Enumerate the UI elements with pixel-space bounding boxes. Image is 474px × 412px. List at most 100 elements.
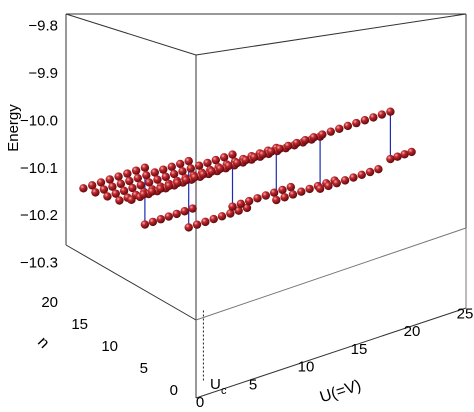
data-point — [286, 182, 295, 192]
data-point — [103, 192, 112, 201]
data-point — [169, 169, 179, 179]
data-point — [275, 144, 284, 153]
data-point — [128, 183, 137, 193]
data-point — [309, 133, 318, 142]
data-point — [234, 206, 243, 215]
data-point — [232, 158, 242, 168]
data-point — [115, 196, 124, 205]
data-point — [99, 185, 109, 194]
data-point — [335, 124, 344, 134]
data-point — [153, 175, 162, 184]
data-point — [173, 178, 182, 188]
data-point — [349, 173, 358, 182]
x-tick-label: 25 — [457, 305, 474, 322]
data-point — [280, 193, 289, 202]
data-point — [249, 153, 259, 162]
data-point — [369, 113, 378, 122]
data-point — [219, 153, 229, 162]
data-point — [365, 167, 375, 177]
data-point — [176, 159, 185, 169]
data-point — [226, 209, 235, 218]
axis-ticks: 0 5 10 15 20 25 0 5 10 15 20 −9.8 −9.9 −10.0 −10.1 −10.… — [20, 18, 473, 411]
data-point — [144, 178, 154, 187]
x-axis-label: U(=V) — [318, 377, 363, 406]
data-point — [228, 150, 237, 159]
data-point — [147, 187, 157, 196]
data-point — [360, 116, 370, 125]
x-tick-label: 0 — [196, 394, 204, 411]
data-point — [326, 127, 335, 136]
data-point — [352, 118, 361, 128]
data-point — [377, 110, 387, 119]
data-point — [340, 176, 350, 185]
data-point — [142, 171, 151, 180]
plot-box — [65, 13, 467, 399]
uc-sub: c — [221, 385, 227, 397]
data-point — [292, 138, 301, 148]
data-point — [211, 155, 221, 165]
y-tick-label: 10 — [101, 338, 118, 355]
x-tick-label: 10 — [298, 359, 315, 376]
data-point — [374, 165, 383, 174]
data-point — [105, 175, 114, 184]
data-point — [284, 141, 293, 151]
data-point — [123, 169, 132, 178]
data-point — [228, 202, 237, 211]
data-point — [272, 195, 281, 205]
data-point — [161, 172, 170, 182]
data-point — [253, 194, 262, 203]
data-point — [181, 175, 191, 185]
data-point — [301, 136, 310, 145]
data-point — [209, 214, 218, 224]
data-point — [357, 170, 366, 179]
data-point — [297, 187, 306, 196]
data-point — [203, 158, 212, 168]
data-point — [108, 182, 117, 191]
data-point — [88, 181, 97, 190]
data-point — [79, 184, 88, 193]
x-tick-label: 20 — [404, 323, 421, 340]
data-point — [324, 181, 333, 191]
data-point — [125, 176, 134, 186]
data-point — [164, 181, 174, 191]
data-point — [190, 173, 199, 182]
data-point — [167, 162, 176, 172]
data-point — [172, 209, 181, 219]
z-axis-label: Energy — [5, 104, 22, 152]
data-point — [184, 156, 193, 166]
data-point — [96, 178, 106, 187]
data-point — [178, 167, 187, 176]
data-point — [127, 195, 136, 205]
data-point — [315, 184, 325, 193]
y-tick-label: 5 — [140, 360, 148, 377]
data-point — [148, 217, 158, 227]
data-point — [194, 161, 204, 170]
data-points — [79, 107, 416, 232]
data-point — [332, 178, 341, 188]
data-point — [180, 207, 189, 216]
data-point — [192, 220, 202, 229]
data-point — [269, 188, 279, 197]
data-point — [164, 212, 173, 221]
data-point — [186, 164, 196, 173]
z-tick-label: −10.0 — [20, 112, 58, 129]
z-tick-label: −10.3 — [20, 255, 58, 272]
x-tick-label: 15 — [351, 341, 368, 358]
data-point — [343, 121, 353, 131]
data-point — [261, 191, 271, 200]
data-point — [266, 147, 276, 156]
data-point — [116, 179, 126, 189]
data-point — [305, 184, 314, 194]
data-point — [224, 161, 233, 171]
data-point — [244, 196, 254, 206]
y-tick-label: 15 — [71, 316, 88, 333]
data-point — [198, 170, 208, 179]
data-point — [236, 199, 246, 209]
data-point — [156, 184, 165, 193]
data-point — [258, 150, 267, 159]
x-tick-label: 5 — [249, 376, 257, 393]
data-point — [242, 203, 252, 213]
data-point — [140, 163, 150, 172]
data-point — [288, 190, 298, 199]
